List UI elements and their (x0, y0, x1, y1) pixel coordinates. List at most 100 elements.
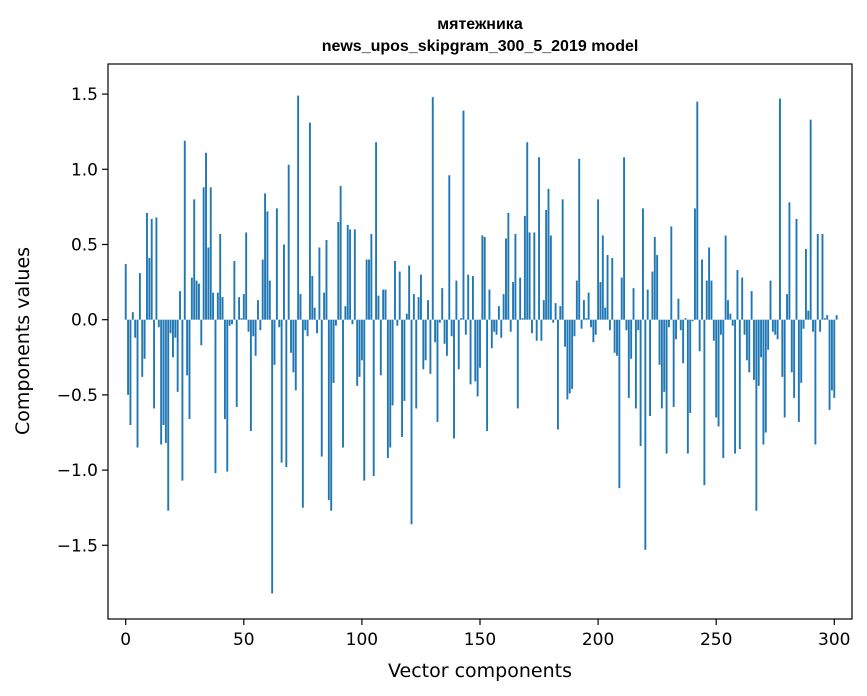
bar (807, 310, 810, 320)
bar (183, 140, 186, 320)
x-tick-label: 100 (346, 630, 378, 650)
bar (457, 319, 460, 370)
bar (420, 274, 422, 320)
bar (564, 319, 566, 347)
bar (401, 319, 403, 438)
bar (552, 319, 555, 323)
bar (304, 319, 307, 331)
bar (665, 319, 668, 454)
bar (812, 319, 814, 332)
bar (717, 319, 720, 427)
bar (377, 295, 380, 320)
bar (582, 300, 585, 320)
bar (835, 315, 838, 320)
bar (646, 289, 649, 320)
bar (549, 235, 552, 320)
bar (179, 291, 181, 320)
bar (675, 319, 677, 340)
bar (642, 208, 644, 320)
bar (741, 277, 744, 320)
bar (448, 175, 451, 320)
bar (441, 288, 444, 320)
bar (630, 319, 633, 359)
bar (455, 280, 458, 320)
bar (814, 319, 817, 445)
bar (429, 319, 432, 374)
bar (280, 319, 283, 463)
bar (292, 319, 295, 373)
bar (701, 259, 703, 320)
bar (708, 247, 711, 320)
bar (542, 300, 545, 320)
bar (819, 319, 822, 332)
bar (805, 249, 807, 320)
bar (620, 277, 623, 320)
bar (691, 319, 694, 322)
bar (157, 319, 160, 328)
bar (500, 319, 503, 338)
bar (337, 221, 340, 320)
bar (523, 215, 526, 320)
bar (351, 319, 354, 325)
bar (568, 319, 571, 394)
bar (592, 319, 595, 343)
bar (275, 208, 278, 320)
bar (261, 259, 264, 320)
y-tick-label: 1.0 (71, 160, 98, 180)
x-tick-label: 200 (582, 630, 614, 650)
bar (587, 292, 590, 320)
bar (521, 318, 524, 320)
bar (507, 212, 510, 320)
bar (816, 233, 819, 320)
bar (597, 199, 600, 320)
bar (736, 270, 739, 320)
bar (755, 319, 758, 511)
bar (474, 319, 477, 382)
bar (233, 261, 236, 320)
bar (422, 319, 425, 370)
bar (405, 313, 408, 320)
bar (200, 319, 203, 346)
bar (190, 277, 193, 320)
bar (722, 319, 725, 459)
bar (346, 224, 349, 320)
bar (760, 319, 763, 358)
bar (585, 318, 588, 320)
bar (372, 319, 375, 477)
bar (384, 289, 387, 320)
bar (368, 259, 370, 320)
bar (788, 202, 791, 320)
bar (696, 101, 699, 320)
bar (540, 319, 543, 341)
bar (479, 319, 481, 368)
bar (502, 294, 505, 320)
bar (660, 319, 663, 409)
bar (561, 199, 564, 320)
bar (174, 319, 177, 338)
bar (575, 280, 578, 320)
bar (710, 280, 713, 320)
bar (644, 319, 647, 550)
bar (753, 319, 755, 380)
bar (143, 319, 146, 359)
bar (403, 319, 406, 401)
bar (627, 319, 630, 398)
bar (228, 319, 231, 326)
bar (375, 142, 378, 320)
bar (573, 319, 576, 337)
bar (490, 319, 493, 349)
bar (316, 319, 318, 334)
bar (526, 142, 529, 320)
bar (379, 319, 382, 376)
bar (743, 319, 746, 335)
bar (141, 319, 144, 377)
bar (431, 97, 434, 320)
bar (285, 319, 288, 468)
bar (136, 319, 139, 448)
bar (181, 319, 184, 481)
bar (608, 319, 611, 331)
bar (146, 212, 148, 320)
bar (481, 235, 484, 320)
bar (774, 319, 777, 335)
